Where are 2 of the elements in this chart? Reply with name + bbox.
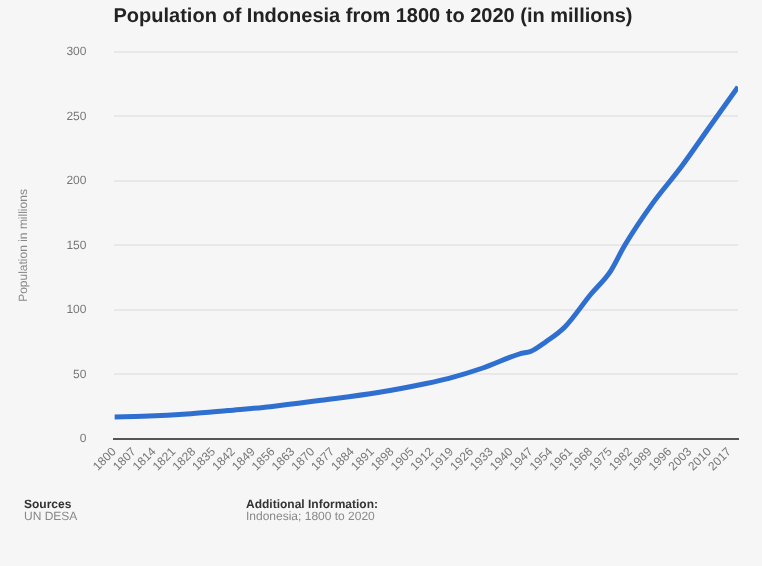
line-series (114, 84, 738, 420)
chart-title: Population of Indonesia from 1800 to 2020 (in millions) (113, 5, 633, 28)
